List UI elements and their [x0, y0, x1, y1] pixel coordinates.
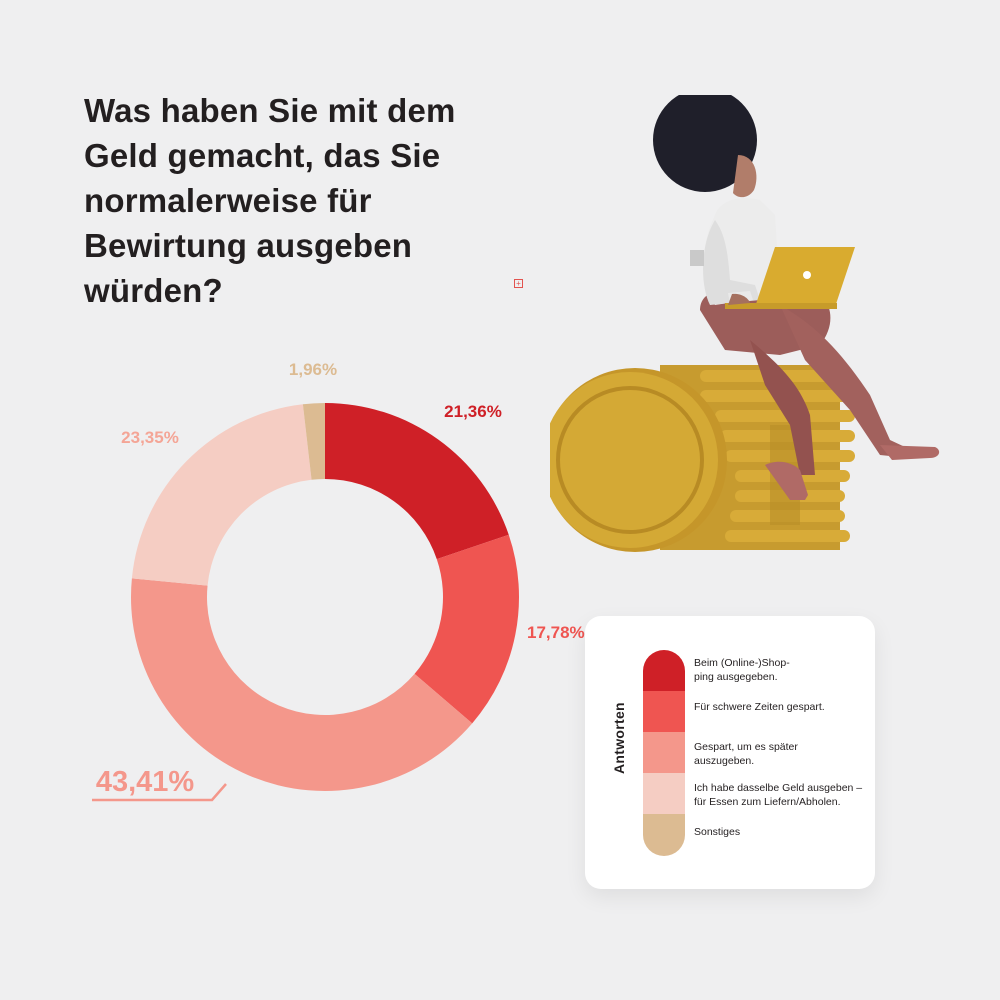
- donut-slice-delivery: [131, 404, 312, 586]
- legend-swatch-delivery: [643, 773, 685, 815]
- big-coin: [550, 368, 727, 552]
- plus-icon: +: [514, 279, 523, 288]
- person-on-coins-illustration: [550, 95, 940, 552]
- data-label-other: 1,96%: [289, 360, 337, 379]
- data-label-delivery: 23,35%: [121, 428, 179, 447]
- data-label-saved-later: 43,41%: [96, 766, 195, 798]
- legend-label-delivery: Ich habe dasselbe Geld ausgeben – für Es…: [694, 782, 863, 808]
- legend-color-bar: [643, 650, 685, 856]
- legend-label-saved-later: Gespart, um es später auszugeben.: [694, 741, 798, 767]
- donut-slice-shopping: [325, 403, 509, 560]
- label-underline: [92, 783, 227, 802]
- donut-slice-hard-times: [414, 534, 519, 724]
- chart-title: Was haben Sie mit dem Geld gemacht, das …: [84, 92, 456, 309]
- legend-swatch-shopping: [643, 650, 685, 692]
- donut-chart: 21,36% 17,78% 43,41% 23,35% 1,96%: [92, 360, 585, 802]
- data-label-shopping: 21,36%: [444, 402, 502, 421]
- legend-swatch-hard-times: [643, 691, 685, 733]
- data-label-hard-times: 17,78%: [527, 623, 585, 642]
- legend-swatch-other: [643, 814, 685, 856]
- legend-swatch-saved-later: [643, 732, 685, 774]
- legend-heading: Antworten: [611, 702, 627, 774]
- hand: [728, 293, 750, 305]
- legend-card: Antworten Beim (Online-)Shop-ping ausgeg…: [585, 616, 875, 889]
- legend-label-shopping: Beim (Online-)Shop-ping ausgegeben.: [694, 657, 790, 683]
- laptop: [725, 247, 855, 309]
- donut-slice-other: [302, 403, 325, 480]
- legend-label-other: Sonstiges: [694, 826, 741, 838]
- donut-slice-saved-later: [131, 578, 473, 791]
- legend-label-hard-times: Für schwere Zeiten gespart.: [694, 701, 825, 713]
